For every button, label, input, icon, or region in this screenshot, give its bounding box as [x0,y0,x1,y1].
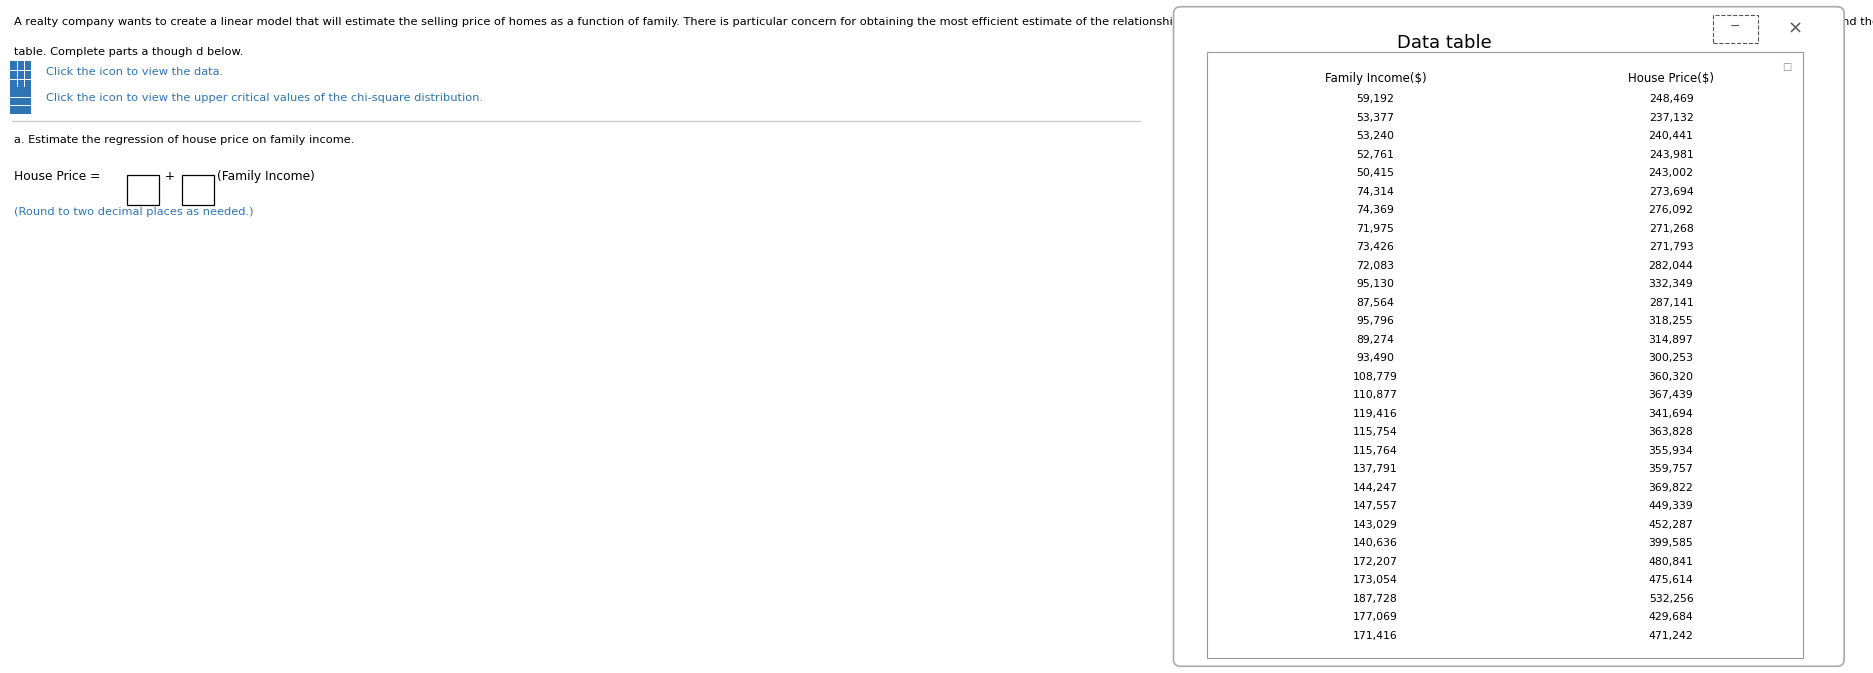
Text: Click the icon to view the upper critical values of the chi-square distribution.: Click the icon to view the upper critica… [47,93,483,103]
Text: 172,207: 172,207 [1352,557,1397,567]
Text: 144,247: 144,247 [1352,483,1397,493]
Text: 59,192: 59,192 [1356,94,1394,104]
Text: 93,490: 93,490 [1356,353,1394,363]
Text: 89,274: 89,274 [1356,335,1394,345]
Text: 95,796: 95,796 [1356,316,1394,326]
Text: 140,636: 140,636 [1352,538,1397,548]
Text: 475,614: 475,614 [1648,575,1693,586]
Text: 360,320: 360,320 [1648,371,1693,382]
Text: 359,757: 359,757 [1648,464,1693,474]
Text: 314,897: 314,897 [1648,335,1693,345]
Text: 480,841: 480,841 [1648,557,1693,567]
Text: 53,240: 53,240 [1356,131,1394,141]
Text: 399,585: 399,585 [1648,538,1693,548]
Text: 271,793: 271,793 [1648,242,1693,252]
Text: 369,822: 369,822 [1648,483,1693,493]
Text: +: + [161,170,180,182]
Text: 282,044: 282,044 [1648,260,1693,271]
Text: 300,253: 300,253 [1648,353,1693,363]
Text: House Price($): House Price($) [1628,72,1714,85]
Text: 240,441: 240,441 [1648,131,1693,141]
Text: 452,287: 452,287 [1648,520,1693,530]
FancyBboxPatch shape [182,175,214,205]
Text: 471,242: 471,242 [1648,631,1693,641]
Text: 171,416: 171,416 [1352,631,1397,641]
Text: 318,255: 318,255 [1648,316,1693,326]
Text: 355,934: 355,934 [1648,446,1693,456]
Text: 287,141: 287,141 [1648,297,1693,308]
Text: 53,377: 53,377 [1356,112,1394,122]
Text: 237,132: 237,132 [1648,112,1693,122]
Text: 74,314: 74,314 [1356,187,1394,197]
Text: House Price =: House Price = [13,170,103,182]
Text: 429,684: 429,684 [1648,612,1693,623]
Text: 115,764: 115,764 [1352,446,1397,456]
Text: 137,791: 137,791 [1352,464,1397,474]
Text: 73,426: 73,426 [1356,242,1394,252]
Text: 363,828: 363,828 [1648,427,1693,437]
Text: 50,415: 50,415 [1356,168,1394,178]
Text: 115,754: 115,754 [1352,427,1397,437]
Text: 341,694: 341,694 [1648,409,1693,419]
Text: 108,779: 108,779 [1352,371,1397,382]
Text: Data table: Data table [1397,34,1491,52]
Text: 147,557: 147,557 [1352,501,1397,511]
Text: 271,268: 271,268 [1648,224,1693,234]
Text: 74,369: 74,369 [1356,205,1394,215]
Text: 143,029: 143,029 [1352,520,1397,530]
Text: 187,728: 187,728 [1352,594,1397,604]
Text: 449,339: 449,339 [1648,501,1693,511]
FancyBboxPatch shape [1208,52,1804,658]
Text: ×: × [1787,20,1802,37]
Text: a. Estimate the regression of house price on family income.: a. Estimate the regression of house pric… [13,135,354,145]
Text: □: □ [1781,62,1791,72]
Text: 177,069: 177,069 [1352,612,1397,623]
Text: Family Income($): Family Income($) [1324,72,1425,85]
Text: 367,439: 367,439 [1648,390,1693,400]
Text: −: − [1731,20,1740,34]
Text: 243,002: 243,002 [1648,168,1693,178]
Text: 95,130: 95,130 [1356,279,1394,289]
Text: 119,416: 119,416 [1352,409,1397,419]
Text: 532,256: 532,256 [1648,594,1693,604]
Text: (Family Income): (Family Income) [217,170,315,182]
Text: table. Complete parts a though d below.: table. Complete parts a though d below. [13,47,243,57]
Text: 110,877: 110,877 [1352,390,1397,400]
Text: 173,054: 173,054 [1352,575,1397,586]
FancyBboxPatch shape [1174,7,1845,666]
Text: 87,564: 87,564 [1356,297,1394,308]
Text: (Round to two decimal places as needed.): (Round to two decimal places as needed.) [13,207,253,217]
Text: A realty company wants to create a linear model that will estimate the selling p: A realty company wants to create a linea… [13,17,1873,27]
Text: 52,761: 52,761 [1356,150,1394,160]
Text: 72,083: 72,083 [1356,260,1394,271]
Text: 71,975: 71,975 [1356,224,1394,234]
Text: 332,349: 332,349 [1648,279,1693,289]
Text: 243,981: 243,981 [1648,150,1693,160]
FancyBboxPatch shape [1714,15,1757,43]
Text: 276,092: 276,092 [1648,205,1693,215]
Text: Click the icon to view the data.: Click the icon to view the data. [47,67,223,77]
FancyBboxPatch shape [127,175,159,205]
Text: 248,469: 248,469 [1648,94,1693,104]
Text: 273,694: 273,694 [1648,187,1693,197]
